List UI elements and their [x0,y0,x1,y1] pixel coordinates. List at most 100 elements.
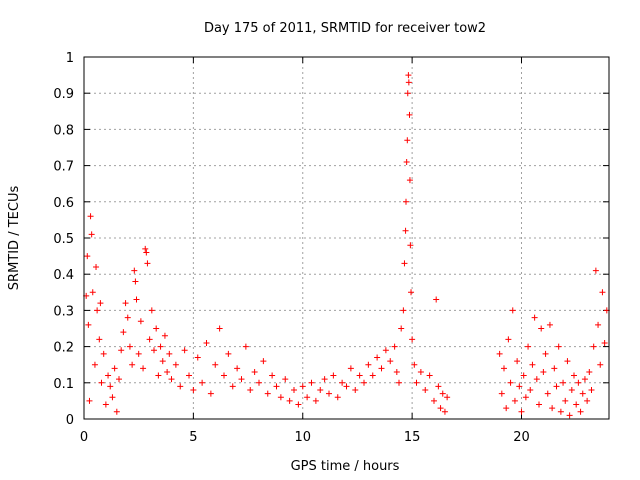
data-point [326,390,332,397]
data-point [91,361,98,368]
data-point [509,307,516,314]
data-point [575,379,582,386]
data-point [404,90,411,97]
data-point [382,347,389,354]
data-point [89,289,96,296]
y-tick-label: 0.7 [53,160,74,175]
data-point [422,387,429,394]
data-point [435,383,442,390]
data-point [190,387,197,394]
data-point [527,387,534,394]
data-point [408,289,415,296]
data-point [553,383,560,390]
data-point [503,405,510,412]
data-point [129,361,136,368]
data-point [533,376,540,383]
data-point [551,365,558,372]
data-point [273,383,280,390]
data-point [577,408,584,415]
data-point [282,376,289,383]
data-point [140,365,147,372]
data-point [352,387,359,394]
data-point [426,372,433,379]
chart-title: Day 175 of 2011, SRMTID for receiver tow… [204,21,486,36]
data-point [581,376,588,383]
data-point [295,401,302,408]
data-point [590,343,597,350]
data-point [247,387,254,394]
data-point [84,253,91,260]
data-point [592,267,599,274]
data-point [516,383,523,390]
data-point [124,314,131,321]
data-point [356,372,363,379]
data-point [514,358,521,365]
data-point [120,329,127,336]
data-point [291,387,297,394]
data-point [571,372,577,379]
data-point [102,401,109,408]
y-tick-label: 0.9 [53,87,74,102]
data-point [498,390,505,397]
data-point [166,350,173,357]
data-point [157,343,164,350]
data-point [251,368,258,375]
data-point [538,325,545,332]
data-point [407,242,414,249]
y-tick-label: 0.6 [53,196,74,211]
data-point [242,343,249,350]
data-point [199,379,206,386]
data-point [109,394,116,401]
data-point [256,379,262,386]
data-point [409,336,416,343]
data-point [85,321,92,328]
data-point [299,383,306,390]
data-point [536,401,542,408]
data-point [86,397,93,404]
data-point [97,300,104,307]
data-point [221,372,227,379]
data-point [339,379,346,386]
data-point [207,390,214,397]
data-point [564,358,571,365]
data-point [161,332,168,339]
data-point [277,394,284,401]
data-point [132,278,139,285]
data-point [568,387,575,394]
data-point [153,325,160,332]
data-point [398,325,405,332]
data-point [159,358,166,365]
data-point [529,361,536,368]
data-point [168,376,175,383]
data-point [321,376,328,383]
axis-ticks: 00.10.20.30.40.50.60.70.80.910 5 10 15 20 [53,51,609,445]
data-point [444,394,451,401]
data-point [522,394,529,401]
data-point [186,372,192,379]
data-point [181,347,188,354]
data-point [374,354,381,361]
y-tick-label: 0.4 [53,268,74,283]
data-point [396,379,402,386]
data-point [93,263,100,270]
data-point [113,408,120,415]
data-point [96,336,103,343]
data-points [83,72,610,419]
data-point [411,361,418,368]
data-point [413,379,420,386]
data-point [586,368,593,375]
data-point [501,365,507,372]
data-point [317,387,324,394]
data-point [431,397,437,404]
y-tick-label: 0.3 [53,304,74,319]
data-point [391,343,398,350]
data-point [131,267,138,274]
data-point [406,111,413,118]
data-point [597,361,604,368]
data-point [520,372,527,379]
data-point [177,383,184,390]
data-point [164,368,171,375]
data-point [402,227,409,234]
